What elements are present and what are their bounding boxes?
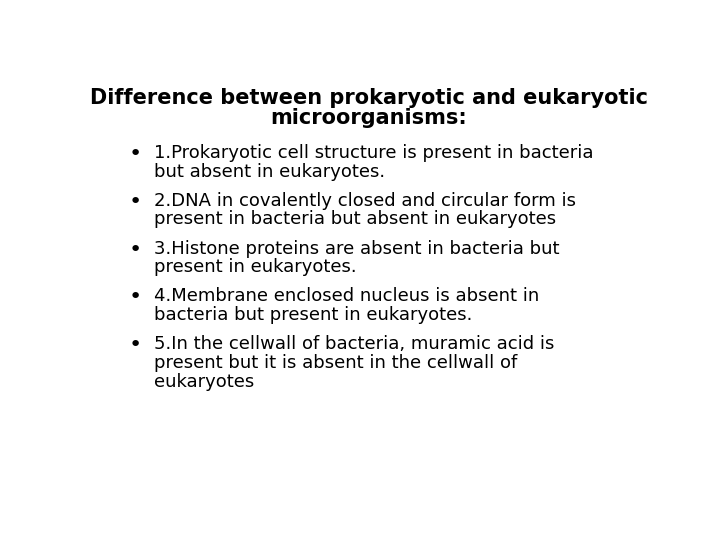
Text: present but it is absent in the cellwall of: present but it is absent in the cellwall… bbox=[154, 354, 518, 372]
Text: •: • bbox=[129, 287, 143, 307]
Text: Difference between prokaryotic and eukaryotic: Difference between prokaryotic and eukar… bbox=[90, 87, 648, 107]
Text: 1.Prokaryotic cell structure is present in bacteria: 1.Prokaryotic cell structure is present … bbox=[154, 144, 594, 162]
Text: 3.Histone proteins are absent in bacteria but: 3.Histone proteins are absent in bacteri… bbox=[154, 240, 559, 258]
Text: 4.Membrane enclosed nucleus is absent in: 4.Membrane enclosed nucleus is absent in bbox=[154, 287, 539, 306]
Text: eukaryotes: eukaryotes bbox=[154, 373, 254, 391]
Text: but absent in eukaryotes.: but absent in eukaryotes. bbox=[154, 163, 385, 180]
Text: •: • bbox=[129, 192, 143, 212]
Text: present in eukaryotes.: present in eukaryotes. bbox=[154, 258, 357, 276]
Text: present in bacteria but absent in eukaryotes: present in bacteria but absent in eukary… bbox=[154, 211, 557, 228]
Text: microorganisms:: microorganisms: bbox=[271, 107, 467, 128]
Text: •: • bbox=[129, 144, 143, 164]
Text: bacteria but present in eukaryotes.: bacteria but present in eukaryotes. bbox=[154, 306, 472, 324]
Text: •: • bbox=[129, 240, 143, 260]
Text: 5.In the cellwall of bacteria, muramic acid is: 5.In the cellwall of bacteria, muramic a… bbox=[154, 335, 554, 353]
Text: •: • bbox=[129, 335, 143, 355]
Text: 2.DNA in covalently closed and circular form is: 2.DNA in covalently closed and circular … bbox=[154, 192, 576, 210]
